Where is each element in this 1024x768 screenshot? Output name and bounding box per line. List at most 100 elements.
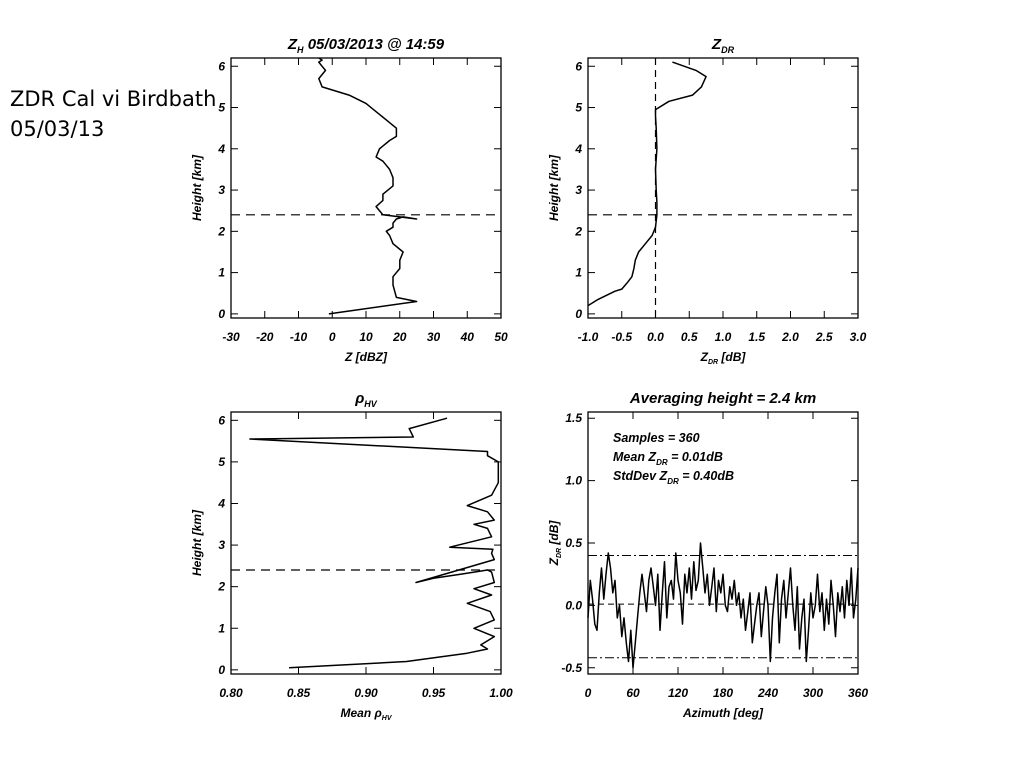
y-tick-label: 6 — [575, 59, 582, 73]
annotation: Samples = 360 — [613, 431, 700, 445]
chart-title-sub: DR — [721, 45, 734, 55]
chart-title-main: Averaging height = 2.4 km — [629, 390, 816, 407]
y-axis-label: Height [km] — [547, 154, 561, 221]
charts-area: -30 -20 -10 0 10 20 30 40 500123456ZH 05/03/2013… — [0, 0, 1024, 768]
annotation-sub: DR — [656, 458, 668, 467]
x-tick-label: 2.0 — [781, 330, 799, 344]
x-tick-label: 50 — [494, 330, 508, 344]
x-axis-label: ZDR [dB] — [700, 350, 747, 366]
y-axis-label-group: Height [km] — [190, 154, 204, 221]
x-tick-label: 40 — [460, 330, 475, 344]
y-tick-label: 4 — [574, 142, 582, 156]
y-tick-label: 0 — [218, 663, 225, 677]
x-tick-label: 30 — [427, 330, 441, 344]
x-tick-label: 60 — [626, 686, 640, 700]
x-tick-label: 0.90 — [354, 686, 378, 700]
annotation-rest: = 0.40dB — [679, 469, 734, 483]
y-axis-label: Height [km] — [190, 154, 204, 221]
plot-frame — [231, 58, 501, 318]
chart-title: Averaging height = 2.4 km — [629, 390, 816, 407]
y-tick-label: 1 — [575, 266, 582, 280]
x-tick-label: 0.95 — [422, 686, 446, 700]
y-tick-label: 3 — [575, 183, 582, 197]
y-tick-label: 4 — [217, 142, 225, 156]
x-tick-label: 120 — [668, 686, 688, 700]
y-tick-label: 2 — [217, 224, 225, 238]
y-axis-label-sub: DR — [556, 548, 563, 558]
y-tick-label: 3 — [218, 183, 225, 197]
x-tick-label: 0.80 — [219, 686, 243, 700]
chart-title: ρHV — [354, 390, 378, 409]
annotation-main: Samples = 360 — [613, 431, 700, 445]
y-tick-label: 5 — [575, 101, 582, 115]
y-axis-label-main: Height [km] — [190, 154, 204, 221]
y-tick-label: 4 — [217, 496, 225, 510]
y-tick-label: 6 — [218, 413, 225, 427]
x-tick-label: -0.5 — [611, 330, 632, 344]
y-axis-label: ZDR [dB] — [547, 520, 563, 567]
x-axis-label-main: Z [dBZ] — [344, 350, 388, 364]
x-tick-label: 20 — [392, 330, 407, 344]
series-line — [588, 543, 858, 668]
x-axis-label-sub: DR — [708, 359, 718, 366]
y-axis-label: Height [km] — [190, 509, 204, 576]
x-tick-label: 0 — [585, 686, 592, 700]
y-axis-label-group: ZDR [dB] — [547, 520, 563, 567]
annotation-main: Mean Z — [613, 450, 657, 464]
y-tick-label: 2 — [574, 224, 582, 238]
y-tick-label: 1 — [218, 621, 225, 635]
x-tick-label: 360 — [848, 686, 868, 700]
x-axis-label: Azimuth [deg] — [682, 706, 764, 720]
x-tick-label: 240 — [757, 686, 778, 700]
y-tick-label: 2 — [217, 580, 225, 594]
x-axis-label: Mean ρHV — [340, 706, 392, 722]
x-axis-label: Z [dBZ] — [344, 350, 388, 364]
x-tick-label: 10 — [359, 330, 373, 344]
y-axis-label-group: Height [km] — [547, 154, 561, 221]
y-axis-label-group: Height [km] — [190, 509, 204, 576]
y-tick-label: 5 — [218, 101, 225, 115]
chart-title-rest: 05/03/2013 @ 14:59 — [304, 36, 445, 53]
chart-zdr: -1.0 -0.5 0.0 0.5 1.0 1.5 2.0 2.5 3.00123456ZDRZ… — [547, 36, 867, 366]
x-tick-label: -20 — [256, 330, 274, 344]
x-tick-label: 1.0 — [715, 330, 732, 344]
y-tick-label: 1 — [218, 266, 225, 280]
x-tick-label: 0 — [329, 330, 336, 344]
chart-title: ZH 05/03/2013 @ 14:59 — [287, 36, 445, 55]
y-axis-label-rest: [dB] — [547, 520, 561, 548]
x-axis-label-rest: [dB] — [718, 350, 746, 364]
y-tick-label: 1.0 — [565, 474, 582, 488]
chart-title-main: ρ — [354, 390, 364, 407]
y-tick-label: 0 — [218, 307, 225, 321]
y-axis-label-main: Height [km] — [190, 509, 204, 576]
annotation-main: StdDev Z — [613, 469, 669, 483]
x-tick-label: 300 — [803, 686, 823, 700]
chart-title-sub: HV — [364, 399, 377, 409]
x-axis-label-main: Azimuth [deg] — [682, 706, 764, 720]
x-tick-label: -30 — [222, 330, 240, 344]
x-tick-label: -10 — [290, 330, 308, 344]
x-tick-label: -1.0 — [578, 330, 599, 344]
y-tick-label: 0 — [575, 307, 582, 321]
series-line — [250, 418, 498, 668]
series-line — [319, 58, 417, 314]
chart-azimuth: 0 60 120 180 240 300 360 -0.5 0.0 0.5 1.0 1.5 Averag… — [547, 390, 868, 720]
plot-frame — [588, 58, 858, 318]
y-tick-label: 0.0 — [565, 598, 582, 612]
plot-frame — [231, 412, 501, 674]
chart-zh: -30 -20 -10 0 10 20 30 40 50 0 1 2 3 4 5 6 ZH 05/03/2013… — [190, 36, 508, 364]
x-axis-label-sub: HV — [382, 715, 393, 722]
y-tick-label: -0.5 — [561, 661, 582, 675]
y-tick-label: 0.5 — [565, 536, 582, 550]
x-tick-label: 180 — [713, 686, 733, 700]
x-tick-label: 0.85 — [287, 686, 311, 700]
annotation: Mean ZDR = 0.01dB — [613, 450, 723, 467]
annotation: StdDev ZDR = 0.40dB — [613, 469, 734, 486]
x-tick-label: 1.00 — [489, 686, 513, 700]
y-tick-label: 1.5 — [565, 411, 582, 425]
y-axis-label-main: Height [km] — [547, 154, 561, 221]
x-tick-label: 1.5 — [748, 330, 765, 344]
x-tick-label: 2.5 — [815, 330, 833, 344]
series-line — [588, 62, 706, 306]
